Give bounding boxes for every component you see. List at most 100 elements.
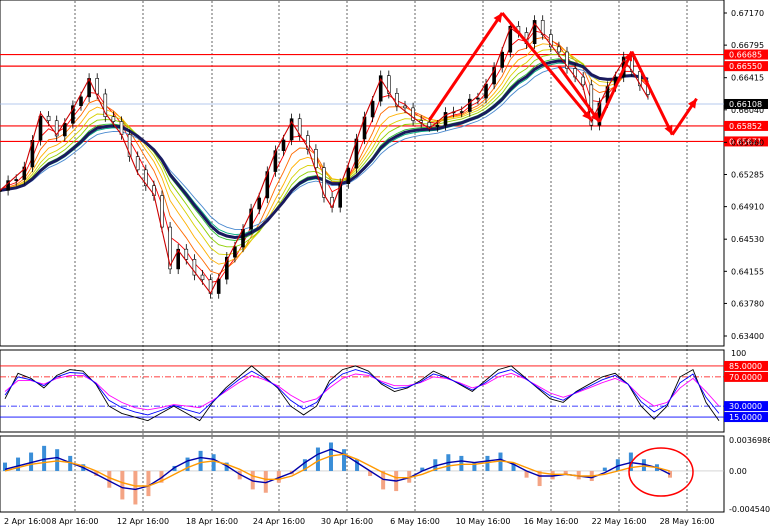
candle-body xyxy=(249,208,253,230)
candle-body xyxy=(305,135,310,150)
macd-histogram-bar xyxy=(198,450,203,471)
time-tick-label: 2 Apr 16:00 xyxy=(4,517,51,526)
candle-body xyxy=(459,111,464,113)
time-tick-label: 28 May 16:00 xyxy=(660,517,715,526)
candle-body xyxy=(492,67,496,85)
macd-histogram-bar xyxy=(211,454,216,471)
level-badge xyxy=(724,61,768,72)
time-tick-label: 22 May 16:00 xyxy=(592,517,647,526)
candle-body xyxy=(476,97,480,100)
candle-body xyxy=(111,116,116,122)
oscillator-lines: 85.0000 70.0000 30.0000 15.0000 xyxy=(0,360,768,423)
osc-level-text: 85.0000 xyxy=(729,362,762,371)
candle-body xyxy=(322,167,326,198)
macd-histogram-bar xyxy=(146,470,151,497)
candle-body xyxy=(378,75,383,102)
candle-body xyxy=(160,195,164,228)
macd-histogram-bar xyxy=(537,470,542,487)
candle-body xyxy=(71,105,75,124)
price-tick-label: 0.63780 xyxy=(731,299,764,308)
macd-histogram-bar xyxy=(120,470,125,500)
candle-body xyxy=(581,76,586,86)
grid-lines xyxy=(74,1,688,512)
macd-histogram-bar xyxy=(433,459,438,471)
level-badge xyxy=(724,136,768,147)
osc-level-text: 30.0000 xyxy=(729,402,762,411)
macd-tick-label: 0.00 xyxy=(729,467,747,476)
candle-body xyxy=(62,122,67,137)
level-badge-text: 0.66685 xyxy=(729,51,762,60)
candle-body xyxy=(95,78,99,95)
macd-histogram-bar xyxy=(511,462,516,471)
candle-body xyxy=(411,107,415,121)
candle-body xyxy=(46,115,51,122)
osc-level-badge xyxy=(724,360,768,371)
macd-histogram-bar xyxy=(68,455,73,471)
zigzag-line xyxy=(0,22,649,295)
time-tick-label: 10 May 16:00 xyxy=(456,517,511,526)
macd-histogram-bar xyxy=(368,470,373,476)
price-pane[interactable] xyxy=(0,0,725,347)
macd-histogram-bar xyxy=(563,470,568,475)
candle-body xyxy=(54,120,59,137)
macd-histogram-bar xyxy=(29,452,34,471)
projection-arrow-head xyxy=(687,98,697,109)
macd-histogram-bar xyxy=(276,470,281,483)
price-tick-label: 0.64530 xyxy=(731,235,764,244)
projection-arrow xyxy=(557,65,601,123)
macd-highlight-circle xyxy=(628,447,694,497)
macd-histogram-bar xyxy=(263,470,268,493)
candle-body xyxy=(548,34,553,48)
osc-series-line xyxy=(4,372,720,411)
candle-body xyxy=(443,112,448,126)
candle-body xyxy=(225,256,229,280)
level-badge xyxy=(724,120,768,131)
macd-histogram-bar xyxy=(668,470,672,478)
candle-body xyxy=(427,122,432,127)
candle-body xyxy=(6,180,10,191)
candle-body xyxy=(346,167,351,184)
candle-body xyxy=(176,248,180,270)
candle-body xyxy=(532,20,537,45)
time-tick-label: 18 Apr 16:00 xyxy=(186,517,238,526)
macd-tick-label: -0.0045405 xyxy=(729,505,770,514)
macd-histogram-bar xyxy=(576,470,581,480)
macd-histogram-bar xyxy=(459,455,464,471)
candle-body xyxy=(135,156,140,171)
candle-body xyxy=(168,226,172,270)
candle-body xyxy=(216,278,221,294)
trend-arrow xyxy=(428,12,504,121)
macd-signal-line xyxy=(4,448,671,491)
candle-body xyxy=(565,51,569,69)
macd-histogram-bar xyxy=(3,462,7,471)
macd-histogram-bar xyxy=(420,467,425,471)
time-tick-label: 8 Apr 16:00 xyxy=(51,517,98,526)
macd-histogram-bar xyxy=(485,455,490,471)
candle-body xyxy=(467,98,472,112)
macd-histogram-bar xyxy=(602,467,607,471)
macd-elements xyxy=(0,442,724,505)
macd-histogram-bar xyxy=(328,442,333,471)
macd-histogram-bar xyxy=(302,459,307,471)
osc-top-tick: 100 xyxy=(731,349,746,358)
candle-body xyxy=(435,124,440,127)
candle-body xyxy=(127,134,132,157)
level-badge xyxy=(724,49,768,60)
candle-body xyxy=(192,259,197,276)
zigzag-path xyxy=(0,22,649,295)
time-tick-label: 16 May 16:00 xyxy=(524,517,579,526)
osc-series-line xyxy=(4,365,720,422)
macd-histogram-bar xyxy=(185,457,190,471)
macd-histogram-bar xyxy=(472,462,477,471)
candle-body xyxy=(589,84,594,126)
oscillator-pane[interactable] xyxy=(0,349,725,433)
macd-histogram-bar xyxy=(381,470,386,490)
projection-arrow-head xyxy=(664,124,673,135)
candle-body xyxy=(403,105,407,109)
price-tick-label: 0.66795 xyxy=(731,41,764,50)
price-tick-label: 0.65660 xyxy=(731,138,764,147)
projection-arrow xyxy=(598,50,634,123)
macd-histogram-bar xyxy=(107,470,112,488)
macd-histogram-bar xyxy=(133,470,138,505)
